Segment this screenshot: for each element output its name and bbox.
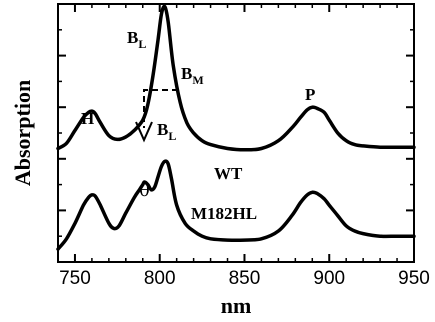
- series-line-wt: [56, 4, 416, 152]
- x-tick-label-750: 750: [59, 268, 91, 289]
- y-axis-label: Absorption: [10, 80, 35, 186]
- annotation-BL-top: BL: [127, 28, 146, 51]
- bm-arrow-head: [135, 121, 153, 143]
- annotation-theta: θ: [139, 180, 150, 201]
- x-axis-label: nm: [221, 293, 252, 318]
- annotation-P: P: [305, 85, 315, 104]
- plot-frame: [57, 3, 415, 263]
- annotation-BL-top-main: B: [127, 28, 138, 47]
- annotation-BM-sub: M: [192, 73, 203, 87]
- x-tick-label-850: 850: [229, 268, 261, 289]
- annotation-BM: BM: [181, 64, 204, 87]
- x-tick-label-900: 900: [313, 268, 345, 289]
- x-tick-label-800: 800: [144, 268, 176, 289]
- annotation-BL-mid: BL: [157, 120, 176, 143]
- x-tick-label-950: 950: [398, 268, 430, 289]
- annotation-BL-mid-main: B: [157, 120, 168, 139]
- annotation-BL-top-sub: L: [138, 37, 146, 51]
- annotation-BM-main: B: [181, 64, 192, 83]
- series-label-WT: WT: [214, 164, 243, 183]
- series-line-m182hl: [56, 159, 416, 251]
- bm-dashed-connector: [143, 89, 178, 128]
- annotation-H: H: [81, 109, 94, 128]
- ticks-layer: 750 800 850 900 950: [58, 4, 430, 289]
- series-label-M182HL: M182HL: [191, 204, 257, 223]
- series-layer: [56, 4, 416, 251]
- annotation-BL-mid-sub: L: [168, 129, 176, 143]
